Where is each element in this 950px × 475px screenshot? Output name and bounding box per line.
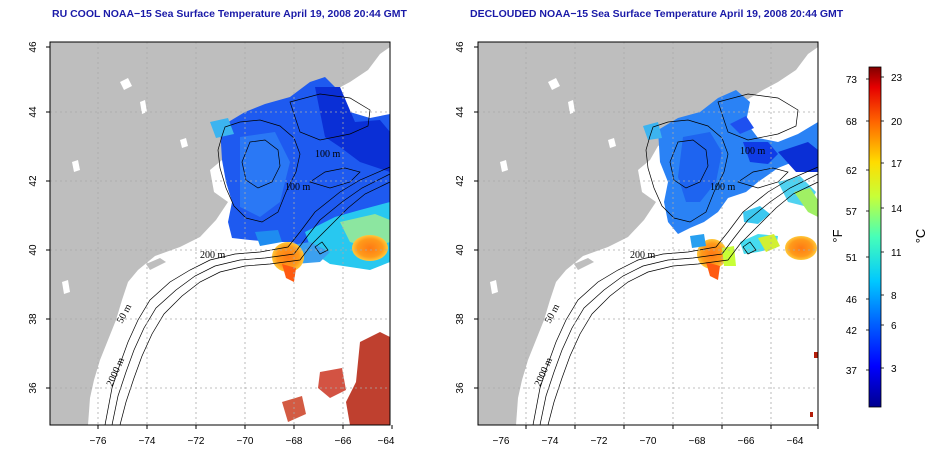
left-x-axis: −76 −74 −72 −70 −68 −66 −64: [90, 425, 395, 447]
right-x-tick: −64: [787, 436, 804, 447]
colorbar-f-tick: 46: [846, 295, 858, 306]
left-x-tick: −70: [237, 436, 254, 447]
right-x-tick: −72: [591, 436, 608, 447]
left-y-tick: 46: [28, 41, 39, 53]
colorbar-unit-celsius: °C: [913, 229, 928, 244]
right-x-axis: −76 −74 −72 −70 −68 −66 −64: [493, 425, 819, 447]
right-x-tick: −70: [640, 436, 657, 447]
right-map-panel: 200 m 100 m 100 m 50 m 2000 m: [477, 41, 819, 426]
left-x-tick: −66: [335, 436, 352, 447]
left-y-tick: 38: [28, 313, 39, 325]
right-y-tick: 44: [455, 106, 466, 118]
colorbar-c-tick: 11: [891, 248, 902, 259]
right-x-tick: −74: [542, 436, 559, 447]
left-y-tick: 42: [28, 175, 39, 187]
right-y-tick: 40: [455, 244, 466, 256]
left-x-tick: −68: [286, 436, 303, 447]
colorbar-c-tick: 23: [891, 73, 903, 84]
left-x-tick: −76: [90, 436, 107, 447]
colorbar-f-tick: 68: [846, 117, 858, 128]
right-y-tick: 36: [455, 382, 466, 394]
right-y-tick: 42: [455, 175, 466, 187]
left-map-panel: 200 m 100 m 100 m 50 m 2000 m: [49, 41, 391, 426]
colorbar-f-tick: 42: [846, 326, 858, 337]
colorbar-c-tick: 6: [891, 321, 897, 332]
right-contour-label-200: 200 m: [630, 250, 656, 261]
colorbar: 73 68 62 57 51 46 42 37 23 20 17 14 11 8…: [830, 66, 928, 408]
right-x-tick: −76: [493, 436, 510, 447]
colorbar-f-tick: 62: [846, 166, 858, 177]
colorbar-c-tick: 17: [891, 159, 903, 170]
left-contour-label-100b: 100 m: [315, 149, 341, 160]
left-map-title: RU COOL NOAA−15 Sea Surface Temperature …: [52, 8, 407, 20]
right-map-title: DECLOUDED NOAA−15 Sea Surface Temperatur…: [470, 8, 844, 20]
right-contour-label-100b: 100 m: [740, 146, 766, 157]
colorbar-c-tick: 14: [891, 204, 903, 215]
left-y-tick: 44: [28, 106, 39, 118]
left-x-tick: −72: [188, 436, 205, 447]
left-contour-label-200: 200 m: [200, 250, 226, 261]
colorbar-f-tick: 51: [846, 253, 858, 264]
right-contour-label-100: 100 m: [710, 182, 736, 193]
colorbar-f-tick: 73: [846, 75, 858, 86]
colorbar-c-tick: 3: [891, 364, 897, 375]
left-y-axis: 36 38 40 42 44 46: [28, 41, 50, 394]
colorbar-f-tick: 57: [846, 207, 858, 218]
right-x-tick: −66: [738, 436, 755, 447]
left-y-tick: 36: [28, 382, 39, 394]
colorbar-unit-fahrenheit: °F: [830, 229, 845, 242]
right-y-tick: 46: [455, 41, 466, 53]
right-x-tick: −68: [689, 436, 706, 447]
colorbar-c-tick: 20: [891, 117, 903, 128]
left-x-tick: −74: [139, 436, 156, 447]
colorbar-c-tick: 8: [891, 291, 897, 302]
left-y-tick: 40: [28, 244, 39, 256]
colorbar-f-tick: 37: [846, 366, 858, 377]
colorbar-gradient: [868, 66, 882, 408]
right-y-axis: 36 38 40 42 44 46: [455, 41, 478, 394]
left-x-tick: −64: [378, 436, 395, 447]
right-y-tick: 38: [455, 313, 466, 325]
left-contour-label-100: 100 m: [285, 182, 311, 193]
